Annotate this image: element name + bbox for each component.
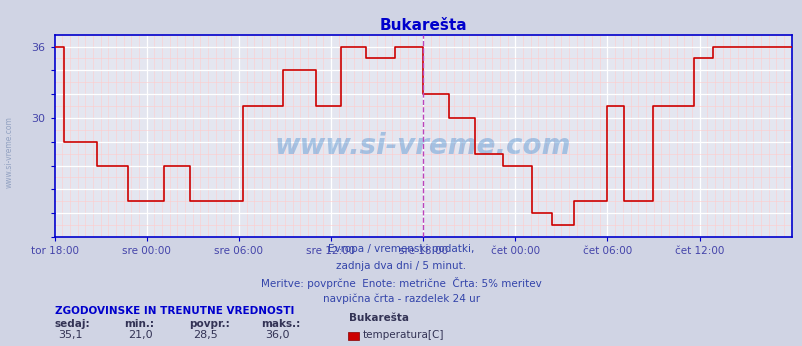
Title: Bukarešta: Bukarešta bbox=[379, 18, 467, 34]
Text: www.si-vreme.com: www.si-vreme.com bbox=[274, 132, 571, 160]
Text: min.:: min.: bbox=[124, 319, 154, 329]
Text: maks.:: maks.: bbox=[261, 319, 300, 329]
Text: ZGODOVINSKE IN TRENUTNE VREDNOSTI: ZGODOVINSKE IN TRENUTNE VREDNOSTI bbox=[55, 306, 294, 316]
Text: 21,0: 21,0 bbox=[128, 330, 153, 340]
Text: povpr.:: povpr.: bbox=[188, 319, 229, 329]
Text: 36,0: 36,0 bbox=[265, 330, 290, 340]
Text: zadnja dva dni / 5 minut.: zadnja dva dni / 5 minut. bbox=[336, 261, 466, 271]
Text: temperatura[C]: temperatura[C] bbox=[363, 330, 444, 340]
Text: Bukarešta: Bukarešta bbox=[349, 313, 409, 323]
Text: Meritve: povprčne  Enote: metrične  Črta: 5% meritev: Meritve: povprčne Enote: metrične Črta: … bbox=[261, 277, 541, 289]
Text: Evropa / vremenski podatki,: Evropa / vremenski podatki, bbox=[328, 244, 474, 254]
Text: 28,5: 28,5 bbox=[192, 330, 217, 340]
Text: 35,1: 35,1 bbox=[59, 330, 83, 340]
Text: navpična črta - razdelek 24 ur: navpična črta - razdelek 24 ur bbox=[322, 294, 480, 304]
Text: www.si-vreme.com: www.si-vreme.com bbox=[5, 116, 14, 188]
Text: sedaj:: sedaj: bbox=[55, 319, 90, 329]
